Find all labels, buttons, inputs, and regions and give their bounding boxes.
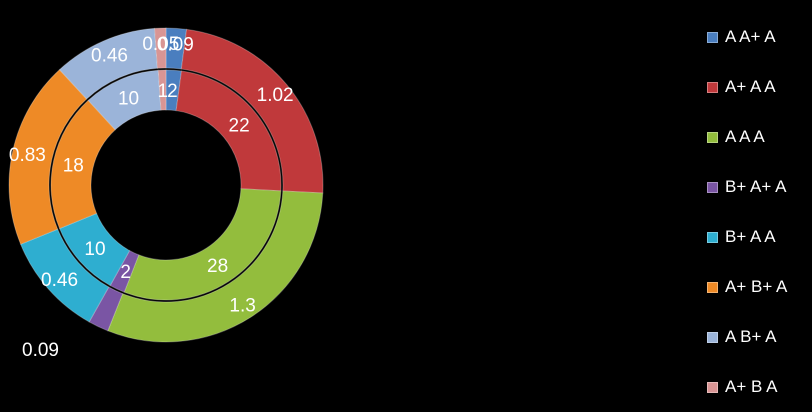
- data-label: 1.02: [257, 85, 294, 106]
- chart-legend: A A+ A A+ A A A A A B+ A+ A B+ A A A+ B+…: [707, 12, 787, 412]
- slice-inner-2: [123, 188, 282, 301]
- slice-inner-0: [165, 69, 183, 112]
- slice-inner-1: [175, 70, 282, 192]
- legend-swatch: [707, 331, 718, 343]
- slice-inner-5: [50, 99, 116, 230]
- legend-swatch: [707, 381, 718, 393]
- legend-swatch: [707, 31, 718, 43]
- legend-label: A A+ A: [725, 27, 776, 46]
- data-label: 0.46: [41, 270, 78, 291]
- data-label: 0.09: [157, 34, 194, 55]
- data-label: 10: [84, 239, 105, 260]
- data-label: 18: [63, 155, 84, 176]
- data-label: 22: [229, 115, 250, 136]
- legend-swatch: [707, 281, 718, 293]
- legend-item: B+ A+ A: [707, 162, 787, 212]
- slice-inner-6: [87, 69, 162, 131]
- slice-inner-7: [157, 69, 167, 111]
- data-label: 1.3: [229, 296, 255, 317]
- legend-label: A+ B A: [725, 377, 778, 396]
- data-label: 0.83: [9, 145, 46, 166]
- data-label: 0.46: [91, 46, 128, 67]
- data-label: 0.05: [142, 34, 179, 55]
- legend-item: A A+ A: [707, 12, 787, 62]
- legend-item: A A A: [707, 112, 787, 162]
- legend-item: A+ B+ A: [707, 262, 787, 312]
- slice-inner-4: [58, 212, 131, 287]
- data-label: 2: [167, 81, 178, 102]
- data-label: 1: [158, 81, 169, 102]
- legend-swatch: [707, 81, 718, 93]
- legend-label: B+ A+ A: [725, 177, 787, 196]
- slice-outer-7: [154, 27, 167, 69]
- legend-swatch: [707, 181, 718, 193]
- slice-outer-0: [165, 27, 188, 70]
- chart-slices: [8, 27, 324, 343]
- legend-label: A A A: [725, 127, 765, 146]
- stray-data-label: 0.09: [22, 340, 59, 361]
- slice-outer-1: [180, 28, 324, 194]
- data-label: 10: [118, 89, 139, 110]
- slice-outer-2: [107, 190, 324, 343]
- slice-outer-3: [88, 286, 124, 332]
- data-label: 2: [120, 262, 131, 283]
- legend-item: B+ A A: [707, 212, 787, 262]
- legend-swatch: [707, 131, 718, 143]
- legend-item: A+ A A: [707, 62, 787, 112]
- slice-outer-5: [8, 68, 88, 245]
- legend-item: A+ B A: [707, 362, 787, 412]
- slice-outer-4: [19, 228, 110, 323]
- legend-label: A+ B+ A: [725, 277, 788, 296]
- legend-label: B+ A A: [725, 227, 776, 246]
- legend-swatch: [707, 231, 718, 243]
- legend-label: A+ A A: [725, 77, 776, 96]
- data-label: 28: [207, 256, 228, 277]
- legend-label: A B+ A: [725, 327, 777, 346]
- legend-item: A B+ A: [707, 312, 787, 362]
